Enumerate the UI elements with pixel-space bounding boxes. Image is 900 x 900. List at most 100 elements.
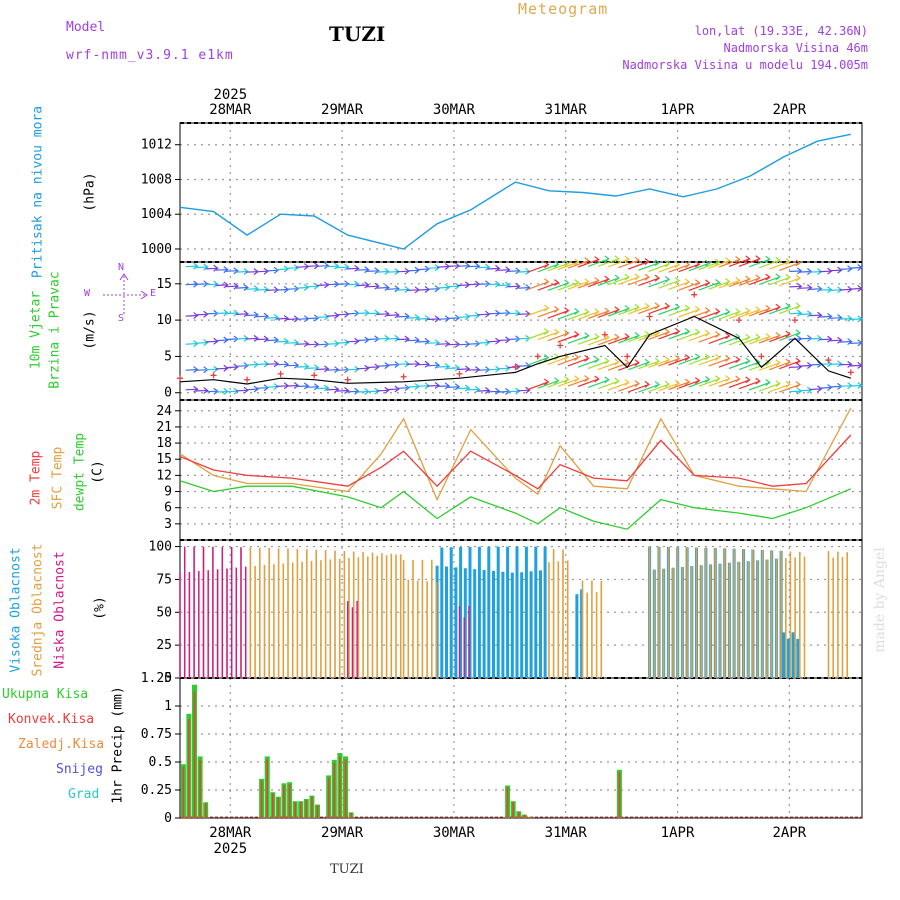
- wind-arrow-head: [785, 380, 791, 388]
- wind-arrow: [316, 343, 329, 346]
- wind-arrow-head: [213, 264, 219, 272]
- precip-conv-bar: [266, 759, 268, 818]
- wind-arrow-head: [495, 264, 501, 272]
- wind-arrow: [517, 287, 530, 289]
- wind-arrow-head: [775, 331, 781, 339]
- wind-arrow: [477, 369, 490, 371]
- wind-arrow-head: [785, 302, 791, 310]
- wind-arrow-head: [344, 386, 350, 394]
- wind-arrow-head: [384, 386, 390, 394]
- wind-gust-mark: [344, 376, 351, 383]
- wind-arrow: [628, 276, 650, 286]
- wind-arrow-head: [817, 285, 823, 293]
- wind-arrow: [376, 389, 389, 392]
- wind-arrow-head: [584, 375, 590, 383]
- wind-arrow: [245, 388, 258, 391]
- wind-arrow: [376, 365, 389, 367]
- compass-e: E: [150, 288, 157, 299]
- wind-arrow: [597, 361, 620, 371]
- wind-arrow-head: [444, 363, 451, 370]
- model-label: Model: [66, 20, 106, 35]
- wind-arrow: [648, 359, 670, 368]
- wind-arrow-head: [755, 377, 761, 385]
- wind-arrow-head: [424, 337, 431, 345]
- y-tick-label: 24: [156, 404, 172, 419]
- wind-arrow: [698, 281, 720, 291]
- wind-arrow-head: [694, 279, 701, 287]
- wind-arrow: [668, 264, 690, 273]
- wind-arrow: [618, 383, 640, 392]
- wind-arrow: [537, 263, 559, 273]
- wind-arrow: [205, 340, 218, 343]
- wind-arrow: [477, 283, 490, 285]
- wind-arrow-head: [564, 259, 570, 267]
- wind-arrow: [255, 363, 269, 366]
- wind-arrow-head: [745, 275, 751, 283]
- wind-arrow-head: [485, 263, 491, 271]
- wind-arrow: [266, 363, 279, 365]
- wind-arrow-head: [394, 334, 400, 342]
- wind-arrow: [396, 315, 409, 318]
- wind-arrow: [205, 312, 218, 315]
- wind-arrow: [437, 286, 450, 289]
- wind-arrow-head: [564, 307, 570, 315]
- wind-arrow-head: [796, 267, 803, 275]
- wind-arrow: [577, 258, 599, 268]
- wind-arrow: [779, 332, 801, 341]
- wind-arrow: [628, 333, 650, 343]
- precip-conv-bar: [316, 805, 319, 818]
- wind-arrow-head: [283, 337, 290, 345]
- wind-arrow: [728, 379, 750, 389]
- wind-arrow: [185, 343, 198, 345]
- wind-arrow-head: [765, 333, 771, 341]
- wind-arrow-head: [485, 339, 491, 346]
- wind-arrow: [296, 343, 309, 345]
- wind-arrow: [266, 316, 279, 319]
- wind-arrow: [215, 339, 228, 342]
- wind-arrow: [799, 389, 812, 392]
- altitude-label: Nadmorska Visina 46m: [723, 41, 869, 55]
- wind-arrow-head: [795, 302, 801, 310]
- wind-arrow: [457, 284, 470, 287]
- wind-arrow: [416, 288, 430, 291]
- wind-arrow-head: [847, 265, 853, 273]
- wind-arrow: [336, 266, 349, 269]
- wind-arrow: [758, 259, 781, 269]
- compass-w: W: [84, 288, 91, 299]
- wind-arrow-head: [303, 382, 310, 390]
- wind-arrow: [527, 330, 549, 340]
- wind-arrow-head: [414, 360, 420, 368]
- wind-arrow-head: [273, 314, 280, 321]
- wind-arrow: [467, 265, 480, 268]
- y-tick-label: 5: [164, 349, 172, 364]
- wind-arrow: [557, 261, 579, 271]
- wind-arrow: [638, 262, 660, 271]
- wind-arrow-head: [785, 330, 791, 338]
- wind-arrow: [557, 378, 579, 387]
- wind-arrow: [497, 390, 510, 393]
- wind-arrow: [346, 267, 359, 270]
- wind-arrow-head: [785, 273, 791, 281]
- wind-arrow: [789, 312, 802, 315]
- wind-arrow-head: [414, 336, 420, 344]
- wind-arrow: [597, 309, 620, 318]
- lonlat-label: lon,lat (19.33E, 42.36N): [694, 24, 868, 38]
- wind-arrow: [487, 267, 500, 270]
- wind-arrow: [718, 258, 740, 268]
- wind-arrow: [527, 307, 549, 317]
- wind-gust-mark: [557, 342, 564, 349]
- wind-arrow: [225, 285, 238, 288]
- wind-arrow: [809, 337, 822, 340]
- wind-arrow-head: [705, 279, 711, 287]
- wind-arrow: [768, 305, 791, 315]
- wind-arrow-head: [857, 285, 863, 293]
- wind-arrow: [728, 360, 750, 370]
- y-tick-label: 100: [149, 540, 172, 555]
- wind-arrow: [396, 270, 409, 273]
- wind-arrow-head: [614, 377, 620, 385]
- precip-conv-bar: [344, 759, 347, 818]
- wind-arrow: [497, 339, 510, 342]
- wind-arrow-head: [705, 307, 711, 315]
- wind-arrow-head: [775, 380, 781, 388]
- wind-arrow: [849, 287, 862, 290]
